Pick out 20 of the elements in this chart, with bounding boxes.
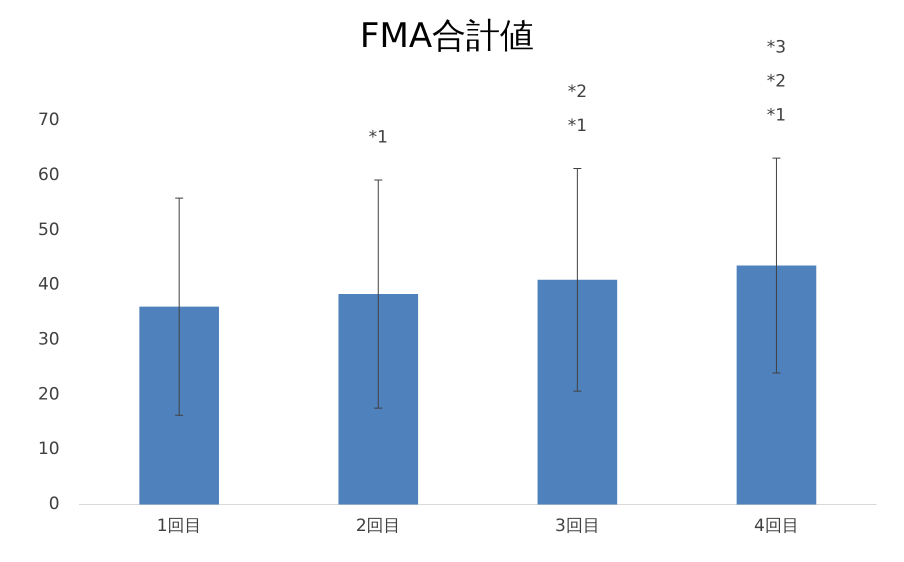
x-tick-label: 3回目 <box>554 516 600 536</box>
annotation: *1 <box>368 127 388 148</box>
x-tick-label: 4回目 <box>754 516 799 536</box>
y-tick-label: 0 <box>48 494 60 514</box>
y-tick-label: 40 <box>38 274 60 295</box>
chart-title: FMA合計値 <box>360 16 534 56</box>
bar <box>139 306 219 505</box>
y-tick-label: 60 <box>38 165 60 186</box>
y-tick-label: 10 <box>38 439 60 460</box>
y-tick-label: 20 <box>38 384 60 404</box>
x-tick-label: 2回目 <box>356 516 401 536</box>
y-tick-label: 30 <box>38 330 60 350</box>
bar <box>736 266 816 505</box>
y-tick-label: 70 <box>38 110 60 130</box>
annotation: *2 *1 <box>568 82 588 136</box>
y-tick-label: 50 <box>38 220 60 240</box>
bar <box>538 280 618 505</box>
annotation: *3 *2 *1 <box>766 38 786 126</box>
bar <box>338 294 418 505</box>
x-tick-label: 1回目 <box>156 516 202 536</box>
